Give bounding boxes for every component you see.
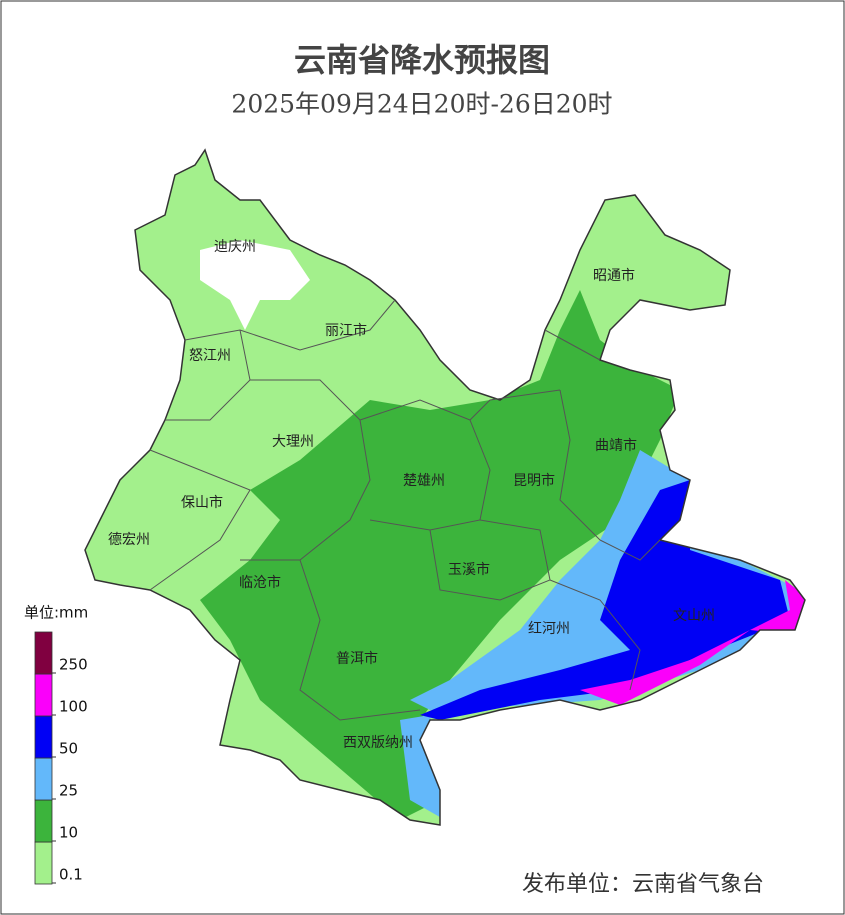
region-label: 丽江市 bbox=[325, 322, 367, 339]
legend-swatch bbox=[34, 799, 53, 843]
legend-swatch bbox=[34, 715, 53, 759]
rain-area bbox=[200, 290, 680, 820]
legend-label: 50 bbox=[59, 740, 78, 758]
legend: 0.1 10 25 50 100 250 bbox=[34, 631, 88, 885]
region-label: 保山市 bbox=[181, 494, 223, 511]
rain-area bbox=[420, 480, 790, 720]
region-label: 德宏州 bbox=[108, 532, 150, 548]
border bbox=[429, 519, 551, 601]
legend-title: 单位:mm bbox=[24, 604, 88, 622]
border bbox=[549, 579, 641, 691]
legend-label: 25 bbox=[59, 782, 78, 800]
rain-area bbox=[580, 580, 805, 705]
region-labels: 迪庆州 丽江市 怒江州 大理州 保山市 德宏州 楚雄州 昆明市 曲靖市 昭通市 … bbox=[108, 239, 715, 751]
legend-label: 100 bbox=[59, 698, 88, 716]
border bbox=[149, 449, 251, 591]
legend-swatch bbox=[34, 757, 53, 801]
title: 云南省降水预报图 bbox=[294, 41, 550, 79]
subtitle: 2025年09月24日20时-26日20时 bbox=[231, 90, 612, 119]
publisher: 发布单位：云南省气象台 bbox=[522, 872, 764, 897]
border bbox=[165, 329, 251, 421]
region-label: 怒江州 bbox=[189, 348, 231, 364]
border bbox=[559, 389, 601, 541]
region-label: 西双版纳州 bbox=[343, 735, 413, 751]
region-label: 普洱市 bbox=[336, 650, 378, 667]
region-label: 大理州 bbox=[272, 434, 314, 450]
legend-label: 10 bbox=[59, 824, 78, 842]
legend-swatch bbox=[34, 673, 53, 717]
border bbox=[544, 329, 601, 361]
region-label: 昆明市 bbox=[513, 472, 555, 489]
region-label: 迪庆州 bbox=[214, 239, 256, 255]
region-label: 曲靖市 bbox=[595, 437, 637, 454]
no-rain-area bbox=[200, 240, 310, 330]
region-label: 红河州 bbox=[528, 621, 570, 637]
legend-label: 250 bbox=[59, 656, 88, 674]
legend-swatch bbox=[34, 841, 53, 885]
region-label: 楚雄州 bbox=[403, 473, 445, 489]
region-label: 昭通市 bbox=[593, 267, 635, 284]
border bbox=[299, 559, 421, 721]
region-label: 玉溪市 bbox=[448, 561, 490, 578]
region-label: 文山州 bbox=[673, 608, 715, 624]
border bbox=[184, 299, 396, 351]
border bbox=[599, 539, 661, 561]
prefecture-borders bbox=[149, 299, 661, 721]
legend-label: 0.1 bbox=[59, 866, 83, 884]
region-label: 临沧市 bbox=[239, 574, 281, 591]
legend-swatch bbox=[34, 631, 53, 675]
